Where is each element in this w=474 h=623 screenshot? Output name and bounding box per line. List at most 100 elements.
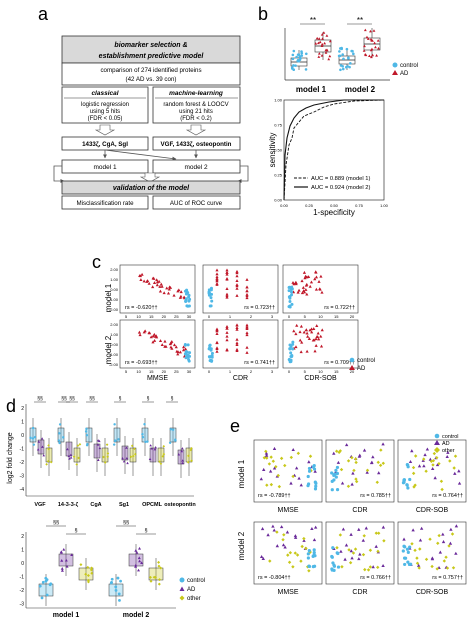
- triangle-point: [318, 287, 322, 291]
- legend-ad-marker: [349, 365, 355, 370]
- roc-legend-model-1: AUC = 0.889 (model 1): [311, 176, 371, 182]
- legend-control-marker: [179, 577, 185, 583]
- diamond-point: [378, 463, 383, 468]
- triangle-point: [313, 525, 318, 529]
- triangle-point: [245, 278, 249, 281]
- control-point: [346, 64, 349, 68]
- x-tick: 10: [136, 314, 141, 319]
- triangle-point: [151, 334, 155, 338]
- triangle-point: [445, 454, 449, 459]
- triangle-point: [158, 284, 162, 288]
- classical-line1: logistic regression: [81, 102, 129, 108]
- triangle-point: [66, 447, 69, 451]
- triangle-point: [64, 558, 68, 562]
- diamond-point: [277, 484, 282, 489]
- triangle-point: [261, 556, 265, 560]
- triangle-point: [147, 281, 151, 285]
- classical-box: [61, 86, 149, 124]
- triangle-point: [271, 524, 275, 528]
- triangle-point: [408, 459, 413, 464]
- significance-marker: **: [310, 16, 316, 25]
- diamond-point: [437, 461, 441, 466]
- significance-marker: §§: [61, 396, 67, 402]
- triangle-point: [235, 283, 239, 287]
- control-point: [291, 53, 295, 57]
- triangle-point: [225, 338, 229, 342]
- diamond-point: [130, 444, 134, 448]
- triangle-point: [179, 290, 183, 294]
- control-point: [45, 578, 49, 582]
- control-point: [349, 62, 352, 65]
- control-point: [313, 480, 317, 484]
- diamond-point: [282, 533, 286, 537]
- control-point: [118, 598, 121, 602]
- triangle-point: [418, 538, 423, 542]
- panel-b-letter: b: [258, 4, 268, 24]
- control-point: [141, 435, 145, 439]
- x-tick: 25: [174, 314, 179, 319]
- triangle-point: [320, 33, 324, 36]
- control-point: [187, 293, 191, 297]
- triangle-point: [365, 470, 369, 474]
- diamond-point: [376, 460, 380, 465]
- triangle-point: [310, 330, 314, 334]
- legend-control-marker: [434, 433, 440, 439]
- diamond-point: [300, 544, 304, 549]
- x-tick: 0: [208, 314, 211, 319]
- legend-other-label: other: [187, 596, 201, 602]
- triangle-point: [304, 328, 308, 332]
- control-point: [210, 359, 214, 363]
- triangle-point: [152, 339, 157, 342]
- y-tick: 2: [21, 534, 24, 540]
- control-point: [114, 588, 118, 592]
- control-point: [350, 49, 353, 53]
- y-tick: -3: [20, 474, 25, 480]
- control-point: [336, 565, 341, 569]
- diamond-point: [279, 456, 284, 461]
- y-tick: -1: [20, 575, 25, 581]
- control-point: [290, 285, 294, 289]
- triangle-point: [370, 47, 374, 51]
- control-point: [144, 440, 147, 444]
- control-point: [402, 480, 406, 484]
- triangle-point: [215, 332, 219, 335]
- triangle-point: [294, 345, 298, 349]
- triangle-point: [381, 563, 385, 568]
- triangle-point: [433, 476, 437, 480]
- control-point: [300, 51, 304, 55]
- triangle-point: [181, 459, 184, 462]
- legend-ad-label: AD: [187, 587, 196, 593]
- triangle-point: [291, 447, 295, 452]
- triangle-point: [315, 324, 319, 327]
- control-point: [406, 550, 410, 555]
- control-point: [38, 584, 42, 588]
- triangle-point: [235, 274, 239, 278]
- diamond-point: [453, 454, 458, 458]
- x-tick: 20: [350, 314, 355, 319]
- diamond-point: [444, 555, 448, 559]
- box: [149, 447, 157, 463]
- triangle-point: [160, 284, 164, 288]
- diamond-point: [363, 567, 367, 572]
- correlation-stat: rs = 0.766††: [360, 575, 391, 581]
- triangle-point: [181, 461, 184, 465]
- diamond-point: [437, 533, 441, 538]
- auc-box: [152, 195, 241, 210]
- triangle-point: [310, 526, 314, 531]
- control-point: [406, 465, 410, 469]
- control-point: [84, 430, 88, 433]
- y-tick: 1: [21, 420, 24, 426]
- triangle-point: [235, 327, 239, 331]
- triangle-point: [357, 454, 362, 458]
- triangle-point: [138, 546, 142, 550]
- triangle-point: [297, 476, 301, 480]
- diamond-point: [131, 454, 135, 458]
- x-tick: 0: [288, 314, 291, 319]
- control-point: [288, 299, 292, 303]
- diamond-point: [86, 578, 90, 582]
- diamond-point: [354, 479, 359, 484]
- diamond-point: [291, 565, 295, 569]
- diamond-point: [452, 466, 456, 470]
- x-tick: 1: [229, 314, 232, 319]
- y-tick: -1.00: [109, 297, 119, 302]
